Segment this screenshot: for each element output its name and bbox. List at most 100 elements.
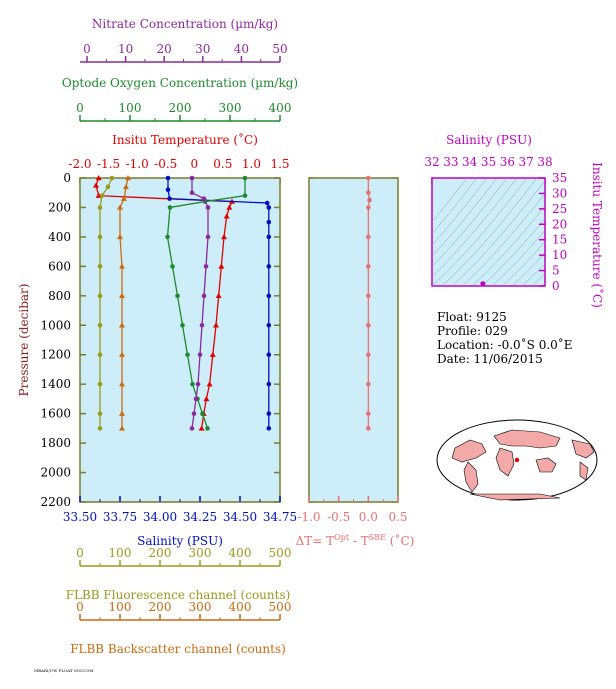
series-marker bbox=[119, 263, 125, 269]
backscatter-axis-title: FLBB Backscatter channel (counts) bbox=[70, 642, 286, 656]
series-marker bbox=[226, 204, 233, 210]
oxygen-tick-label: 100 bbox=[119, 101, 142, 115]
series-marker bbox=[366, 190, 371, 196]
series-marker bbox=[195, 381, 201, 387]
world-map-icon bbox=[436, 419, 598, 501]
series-marker bbox=[266, 234, 272, 240]
series-marker bbox=[197, 352, 203, 358]
ts-density-contour bbox=[451, 180, 545, 286]
series-marker bbox=[266, 426, 272, 431]
series-marker bbox=[266, 411, 272, 416]
ts-density-contour bbox=[432, 178, 488, 246]
series-marker bbox=[203, 395, 210, 402]
float-number: Float: 9125 bbox=[437, 310, 507, 324]
temperature-tick-label: -2.0 bbox=[68, 157, 91, 171]
ts-density-contour bbox=[471, 205, 545, 286]
series-marker bbox=[366, 175, 371, 181]
pressure-tick-label: 600 bbox=[48, 259, 71, 273]
pressure-tick-label: 1000 bbox=[40, 318, 71, 332]
pressure-tick-label: 0 bbox=[63, 171, 71, 185]
series-marker bbox=[189, 190, 195, 196]
series-marker bbox=[193, 396, 199, 402]
series-marker bbox=[266, 352, 272, 358]
delta-t-panel bbox=[308, 177, 399, 503]
ts-salinity-tick-label: 32 bbox=[424, 155, 439, 169]
delta-t-series bbox=[366, 175, 372, 431]
ts-density-contour bbox=[432, 178, 508, 268]
ts-temperature-axis-title: Insitu Temperature (˚C) bbox=[590, 162, 605, 308]
series-marker bbox=[201, 196, 207, 201]
series-marker bbox=[366, 322, 371, 328]
main-profile-series bbox=[93, 175, 272, 431]
series-marker bbox=[180, 322, 185, 328]
series-marker bbox=[121, 195, 127, 201]
pressure-tick-label: 1200 bbox=[40, 348, 71, 362]
delta-t-title-sup1: Opt bbox=[334, 533, 350, 542]
fluorescence-axis-ticks: 0 100 200 300 400 500 bbox=[76, 546, 291, 566]
series-marker bbox=[97, 381, 103, 387]
series-line bbox=[167, 178, 270, 429]
series-marker bbox=[93, 182, 99, 188]
series-marker bbox=[117, 204, 123, 210]
series-marker bbox=[366, 411, 371, 416]
series-marker bbox=[198, 425, 205, 431]
delta-t-tick-label: -0.5 bbox=[327, 510, 350, 524]
series-marker bbox=[205, 234, 211, 240]
ts-density-contour bbox=[432, 178, 528, 286]
series-marker bbox=[242, 193, 248, 198]
fluorescence-tick-label: 500 bbox=[269, 546, 292, 560]
series-marker bbox=[367, 197, 372, 203]
series-marker bbox=[125, 175, 131, 181]
float-location-marker bbox=[514, 457, 520, 463]
series-marker bbox=[203, 264, 209, 269]
series-marker bbox=[191, 411, 197, 416]
series-marker bbox=[189, 426, 195, 431]
ts-temperature-tick-label: 10 bbox=[552, 248, 567, 262]
temperature-tick-label: -0.5 bbox=[154, 157, 177, 171]
series-marker bbox=[119, 381, 125, 387]
series-marker bbox=[366, 293, 371, 299]
series-marker bbox=[97, 322, 103, 328]
series-marker bbox=[119, 292, 125, 299]
fluorescence-tick-label: 100 bbox=[109, 546, 132, 560]
ts-temperature-tick-label: 15 bbox=[552, 233, 567, 247]
ts-density-contours bbox=[432, 178, 616, 286]
pressure-tick-label: 400 bbox=[48, 230, 71, 244]
pressure-tick-label: 800 bbox=[48, 289, 71, 303]
temperature-tick-label: -1.0 bbox=[126, 157, 149, 171]
series-marker bbox=[95, 175, 102, 181]
backscatter-tick-label: 300 bbox=[189, 600, 212, 614]
series-marker bbox=[167, 196, 172, 201]
ts-density-contour bbox=[432, 178, 468, 223]
series-marker bbox=[165, 175, 171, 181]
series-marker bbox=[221, 233, 227, 240]
series-marker bbox=[97, 411, 103, 416]
ts-density-contour bbox=[562, 178, 616, 286]
salinity-tick-label: 34.75 bbox=[263, 510, 297, 524]
delta-t-title-mid: - T bbox=[349, 534, 369, 548]
backscatter-tick-label: 200 bbox=[149, 600, 172, 614]
fluorescence-tick-label: 400 bbox=[229, 546, 252, 560]
nitrate-axis-title: Nitrate Concentration (µm/kg) bbox=[92, 17, 278, 31]
series-marker bbox=[266, 293, 272, 299]
series-marker bbox=[189, 175, 195, 181]
ts-density-contour bbox=[521, 263, 545, 286]
oxygen-tick-label: 300 bbox=[219, 101, 242, 115]
series-marker bbox=[266, 205, 272, 210]
series-marker bbox=[117, 233, 123, 240]
pressure-tick-label: 1400 bbox=[40, 377, 71, 391]
series-marker bbox=[366, 264, 371, 269]
ts-temperature-tick-label: 0 bbox=[552, 279, 560, 293]
pressure-tick-label: 200 bbox=[48, 200, 71, 214]
delta-t-tick-label: -1.0 bbox=[297, 510, 320, 524]
series-marker bbox=[170, 264, 175, 269]
series-marker bbox=[109, 175, 115, 181]
ts-density-contour bbox=[511, 252, 545, 286]
series-marker bbox=[264, 200, 270, 206]
delta-t-tick-label: 0.0 bbox=[359, 510, 378, 524]
series-marker bbox=[97, 352, 103, 358]
series-marker bbox=[165, 234, 170, 240]
series-marker bbox=[366, 381, 371, 387]
ts-density-contour bbox=[501, 241, 545, 286]
